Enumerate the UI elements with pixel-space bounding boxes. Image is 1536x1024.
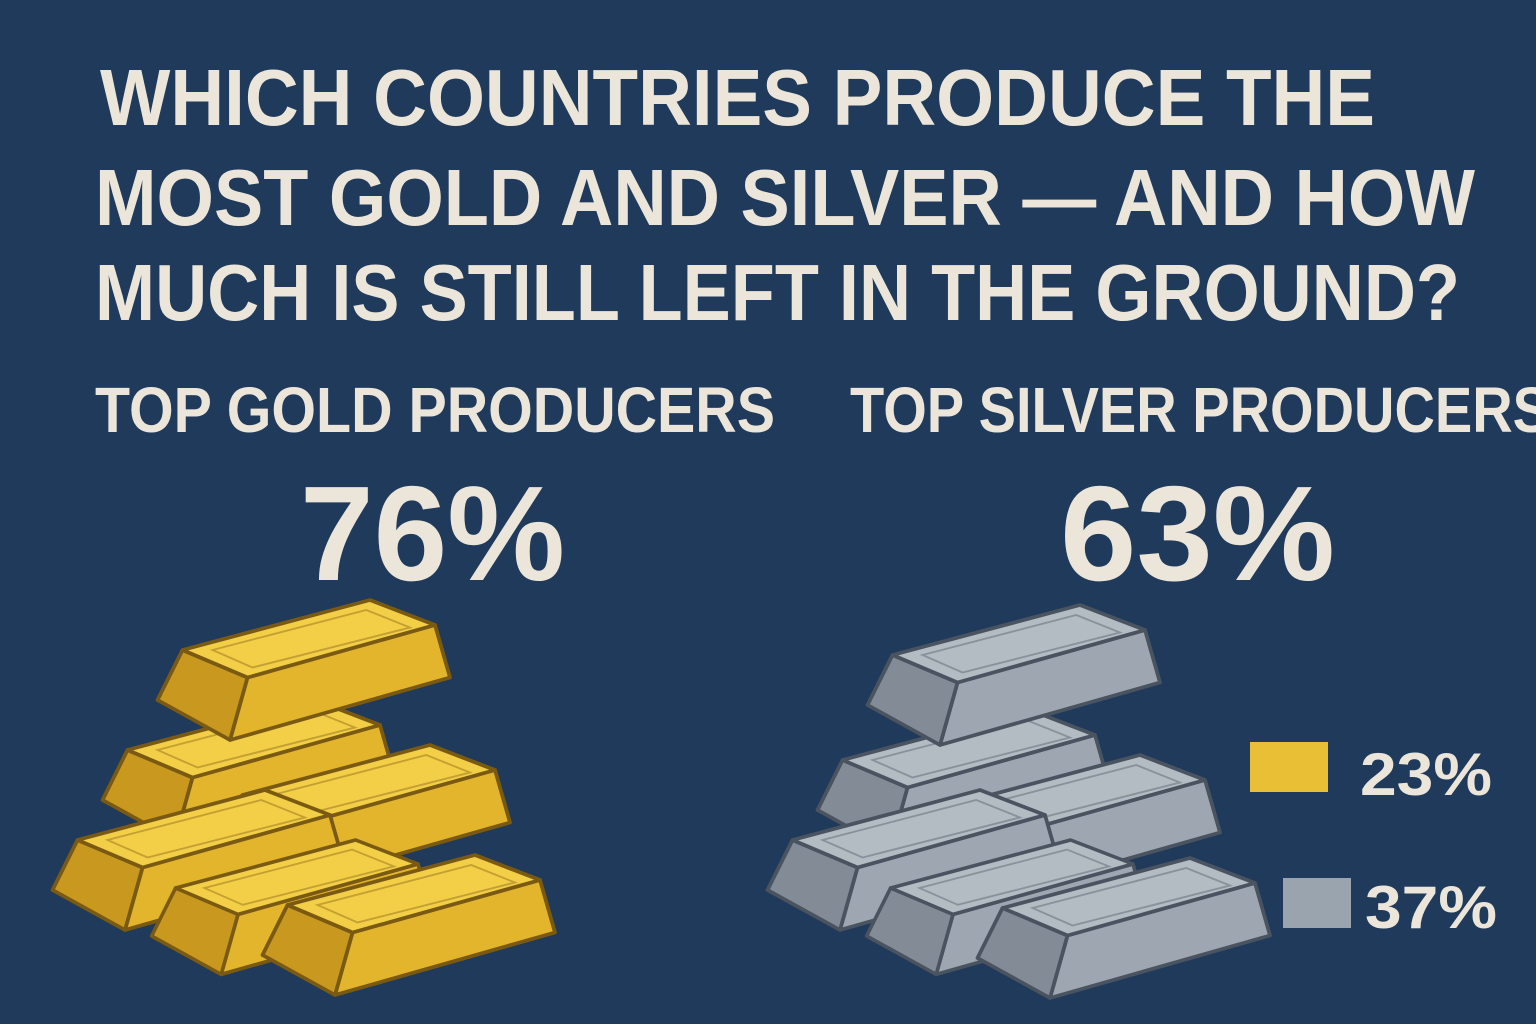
title-line: WHICH COUNTRIES PRODUCE THE: [100, 53, 1375, 142]
title-line: MUCH IS STILL LEFT IN THE GROUND?: [95, 248, 1460, 337]
legend: 23% 37%: [1250, 741, 1497, 941]
legend-label: 37%: [1365, 874, 1497, 941]
gold-bars: [52, 600, 555, 995]
title: WHICH COUNTRIES PRODUCE THE MOST GOLD AN…: [95, 53, 1475, 337]
legend-swatch: [1283, 878, 1351, 928]
section-heading: TOP GOLD PRODUCERS: [95, 374, 775, 446]
section-value: 76%: [300, 458, 565, 609]
legend-label: 23%: [1360, 741, 1492, 808]
title-line: MOST GOLD AND SILVER — AND HOW: [95, 153, 1475, 242]
bar-icon: [157, 600, 450, 740]
silver-bars: [767, 605, 1270, 998]
section-value: 63%: [1060, 458, 1335, 609]
bar-icon: [867, 605, 1160, 745]
legend-swatch: [1250, 742, 1328, 792]
section-heading: TOP SILVER PRODUCERS: [850, 374, 1536, 446]
